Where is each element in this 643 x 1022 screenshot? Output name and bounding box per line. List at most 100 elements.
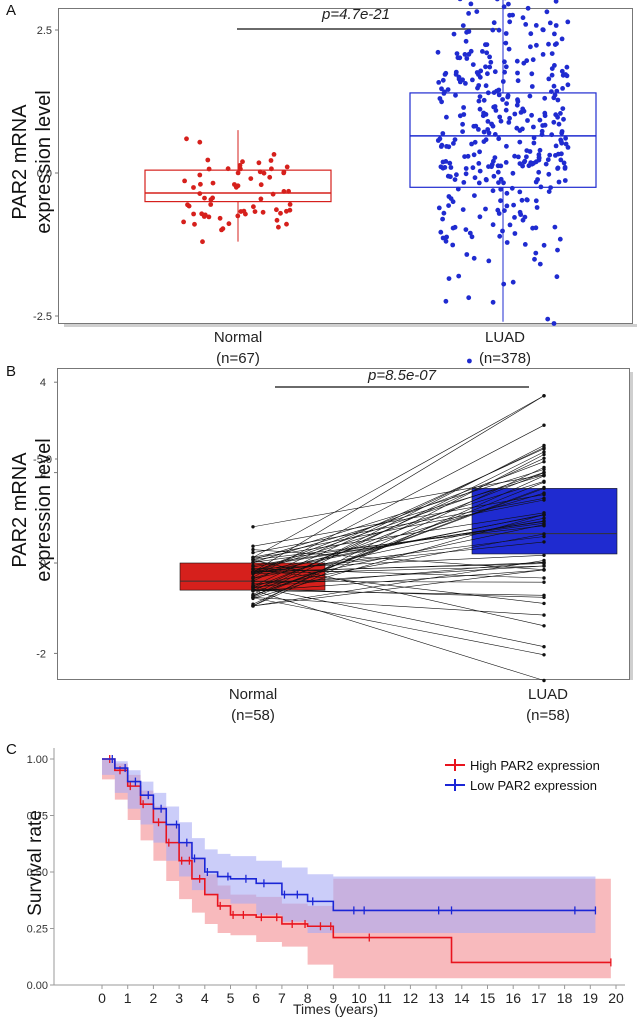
panel-a-point-luad xyxy=(495,163,501,169)
panel-a-point-luad xyxy=(515,78,521,84)
panel-a-point-normal xyxy=(184,136,189,142)
panel-b-point-luad xyxy=(542,498,546,502)
panel-b-pair-line xyxy=(252,597,545,616)
panel-a-point-luad xyxy=(525,118,530,123)
panel-a-point-luad xyxy=(543,161,549,167)
panel-a-point-luad xyxy=(552,224,558,230)
panel-b-point-normal xyxy=(251,525,255,529)
panel-a-point-luad xyxy=(551,119,557,125)
panel-a-point-normal xyxy=(235,170,241,176)
panel-b-point-luad xyxy=(542,479,546,483)
panel-a-point-luad xyxy=(456,273,462,279)
panel-b-point-luad xyxy=(542,452,546,457)
panel-b-pair-line xyxy=(252,586,545,647)
panel-b-pair-line xyxy=(252,588,545,598)
panel-a-point-luad xyxy=(532,256,537,262)
panel-a-point-normal xyxy=(271,152,277,157)
panel-a-point-normal xyxy=(198,181,203,187)
panel-a-point-luad xyxy=(503,160,509,165)
panel-a-point-normal xyxy=(287,202,293,207)
legend-swatch-high xyxy=(445,759,465,771)
panel-a-point-normal xyxy=(270,191,276,197)
panel-a-point-normal xyxy=(257,169,263,175)
panel-a-point-luad xyxy=(518,212,524,218)
panel-a-point-luad xyxy=(554,274,560,280)
panel-a-point-luad xyxy=(450,225,456,231)
panel-a-point-normal xyxy=(202,212,208,218)
panel-b-point-luad xyxy=(542,460,546,464)
panel-a-point-luad xyxy=(483,64,488,70)
panel-b-point-luad xyxy=(542,653,546,657)
panel-a-point-luad xyxy=(448,165,454,170)
panel-a-point-normal xyxy=(284,221,289,227)
panel-a-point-luad xyxy=(477,106,483,112)
panel-a-point-luad xyxy=(519,197,525,203)
panel-a-point-luad xyxy=(440,159,446,165)
panel-b-pair-line xyxy=(252,560,545,607)
panel-a-point-luad xyxy=(451,141,456,146)
panel-a-point-luad xyxy=(528,44,533,50)
panel-a-point-luad xyxy=(562,178,568,183)
panel-a-point-luad xyxy=(450,199,456,205)
panel-a-point-luad xyxy=(437,136,443,142)
panel-a-point-luad xyxy=(488,59,494,65)
panel-a-point-luad xyxy=(515,70,520,76)
panel-a-point-luad xyxy=(504,240,510,245)
panel-a-point-luad xyxy=(527,93,533,99)
panel-a-point-luad xyxy=(563,141,569,147)
panel-c-xtick-label: 10 xyxy=(351,990,367,1006)
panel-a-point-normal xyxy=(284,164,290,170)
panel-a-point-luad xyxy=(464,56,470,61)
panel-b-point-luad xyxy=(542,534,546,539)
panel-b-point-normal xyxy=(251,584,255,588)
panel-a-point-luad xyxy=(533,250,539,256)
panel-a-luad-label: LUAD xyxy=(484,329,525,346)
panel-a-point-luad xyxy=(558,157,564,163)
panel-a-point-luad xyxy=(500,97,505,102)
panel-a-point-luad xyxy=(528,31,534,37)
panel-a-point-luad xyxy=(517,139,523,145)
panel-b-pair-line xyxy=(252,561,545,588)
panel-c-xtick-label: 13 xyxy=(428,990,444,1006)
panel-a-point-luad xyxy=(522,242,528,247)
panel-a-point-luad xyxy=(536,169,542,175)
panel-a-point-luad xyxy=(444,234,449,240)
panel-a-point-luad xyxy=(563,135,568,141)
panel-a-point-luad xyxy=(497,114,503,120)
panel-a-point-luad xyxy=(471,152,477,158)
panel-a-point-luad xyxy=(476,83,482,88)
panel-a-point-luad xyxy=(498,198,503,204)
panel-a-point-luad xyxy=(484,177,489,183)
panel-a-point-luad xyxy=(460,23,466,28)
panel-a-point-luad xyxy=(565,82,571,88)
panel-a-point-normal xyxy=(258,196,264,202)
panel-a-point-luad xyxy=(447,160,453,166)
panel-a-point-luad xyxy=(516,154,521,160)
panel-b-pair-line xyxy=(252,481,545,598)
panel-a-point-luad xyxy=(438,164,444,170)
panel-a-point-luad xyxy=(439,99,444,105)
panel-a-point-luad xyxy=(489,121,494,127)
panel-a-point-luad xyxy=(466,11,471,16)
panel-a-point-luad xyxy=(469,234,475,240)
panel-a-point-luad xyxy=(497,233,503,239)
panel-a-point-normal xyxy=(206,214,212,220)
panel-a-point-luad xyxy=(485,90,491,96)
panel-a-point-luad xyxy=(520,106,526,112)
panel-a-point-luad xyxy=(525,5,531,11)
panel-a-point-luad xyxy=(510,170,516,176)
panel-a-point-luad xyxy=(506,120,512,125)
panel-a-point-luad xyxy=(470,77,475,83)
panel-a-point-luad xyxy=(537,261,543,267)
legend-label-high: High PAR2 expression xyxy=(470,757,600,773)
panel-b-point-luad xyxy=(542,512,546,517)
panel-a-point-luad xyxy=(464,252,470,257)
panel-c-xtick-label: 8 xyxy=(304,990,312,1006)
panel-a-point-luad xyxy=(492,132,498,137)
panel-b-pair-line xyxy=(252,454,545,607)
panel-a-point-normal xyxy=(217,215,223,221)
panel-a-point-normal xyxy=(248,176,254,182)
panel-b-point-normal xyxy=(251,547,255,552)
panel-b-point-luad xyxy=(542,473,546,477)
panel-a-point-luad xyxy=(564,64,570,70)
